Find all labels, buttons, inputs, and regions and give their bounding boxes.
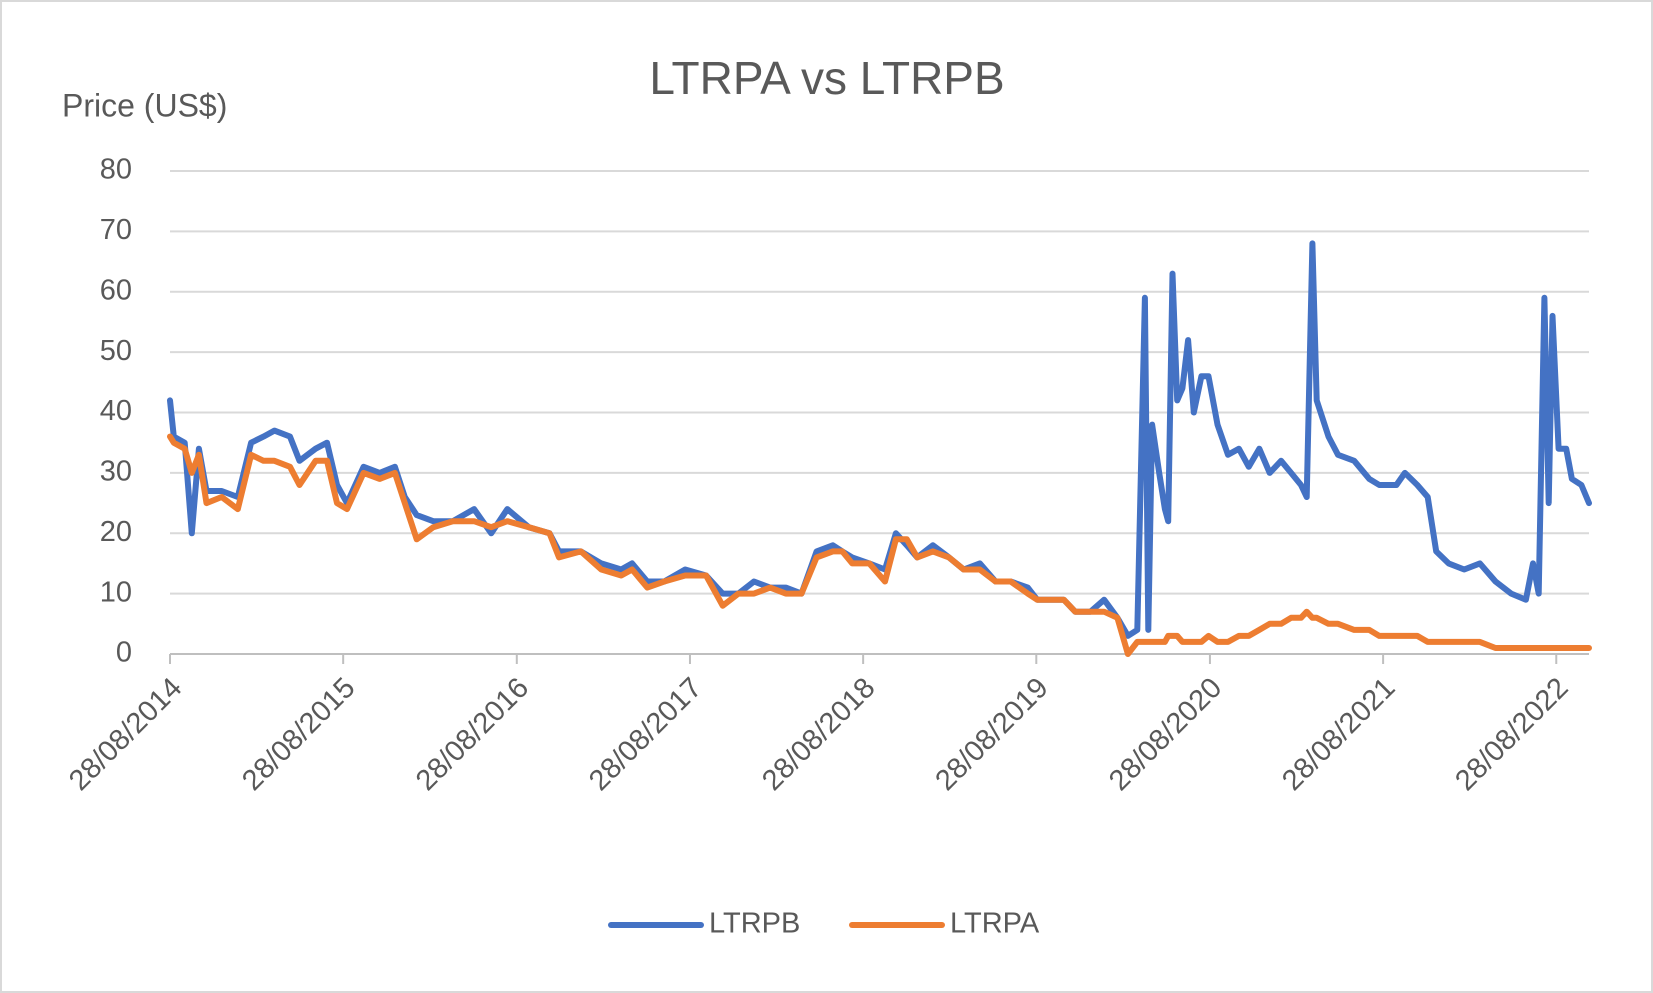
y-tick-label: 40 [100, 395, 132, 427]
y-tick-label: 60 [100, 274, 132, 306]
y-tick-label: 10 [100, 576, 132, 608]
legend-label: LTRPB [709, 908, 800, 940]
y-tick-label: 80 [100, 154, 132, 186]
y-axis-title: Price (US$) [62, 87, 227, 123]
y-tick-label: 70 [100, 214, 132, 246]
y-tick-label: 50 [100, 335, 132, 367]
line-series [167, 433, 1592, 657]
y-tick-label: 20 [100, 516, 132, 548]
legend-label: LTRPA [950, 908, 1040, 940]
y-tick-label: 30 [100, 456, 132, 488]
chart-title: LTRPA vs LTRPB [649, 52, 1004, 104]
y-tick-label: 0 [116, 637, 132, 669]
